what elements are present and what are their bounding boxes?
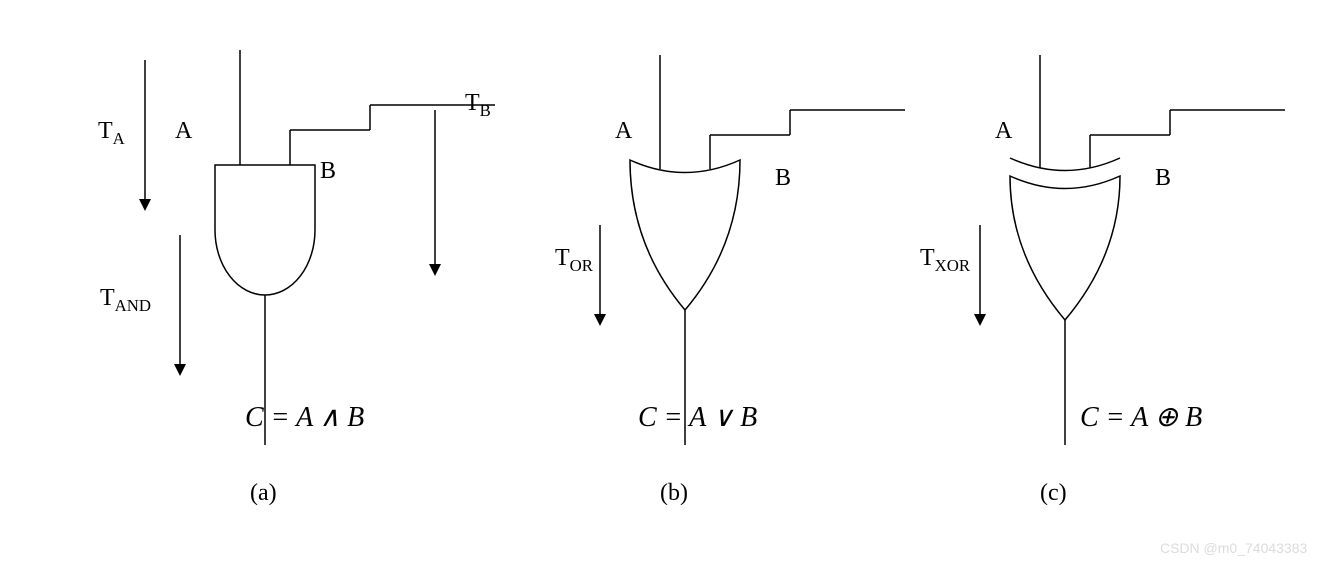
label-tand: TAND bbox=[100, 285, 151, 316]
equation-a: C = A ∧ B bbox=[245, 400, 364, 434]
diagram-canvas: TA A B TB TAND C = A ∧ B (a) A B TOR C =… bbox=[0, 0, 1338, 570]
caption-a: (a) bbox=[250, 480, 277, 507]
label-ta: TA bbox=[98, 118, 125, 149]
gate-or bbox=[600, 55, 905, 445]
caption-b: (b) bbox=[660, 480, 688, 507]
equation-b: C = A ∨ B bbox=[638, 400, 757, 434]
watermark: CSDN @m0_74043383 bbox=[1160, 540, 1307, 556]
label-a-input-b: B bbox=[320, 158, 336, 185]
label-b-input-a: A bbox=[615, 118, 632, 145]
equation-c: C = A ⊕ B bbox=[1080, 400, 1202, 434]
caption-c: (c) bbox=[1040, 480, 1067, 507]
label-txor: TXOR bbox=[920, 245, 970, 276]
label-tb: TB bbox=[465, 90, 491, 121]
label-tor: TOR bbox=[555, 245, 593, 276]
label-c-input-a: A bbox=[995, 118, 1012, 145]
label-b-input-b: B bbox=[775, 165, 791, 192]
label-a-input-a: A bbox=[175, 118, 192, 145]
gate-and bbox=[145, 50, 495, 445]
label-c-input-b: B bbox=[1155, 165, 1171, 192]
gate-xor bbox=[980, 55, 1285, 445]
